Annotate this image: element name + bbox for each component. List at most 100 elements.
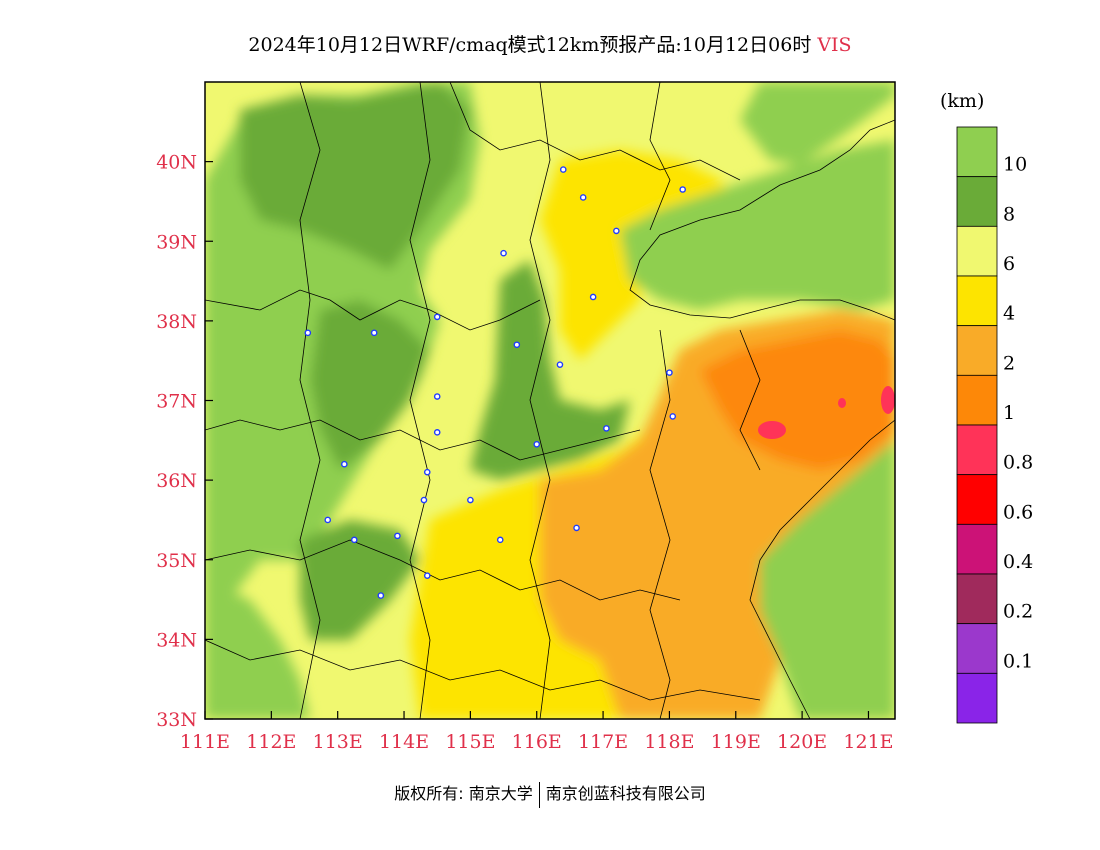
city-marker bbox=[324, 516, 332, 524]
field-green-yellowsea bbox=[760, 440, 895, 719]
colorbar-label: 4 bbox=[1003, 303, 1015, 325]
city-marker bbox=[559, 166, 567, 173]
colorbar-unit: (km) bbox=[940, 90, 985, 112]
city-marker bbox=[666, 369, 673, 376]
colorbar-label: 0.1 bbox=[1003, 650, 1033, 672]
lon-tick-label: 113E bbox=[313, 731, 363, 753]
city-marker bbox=[496, 536, 504, 544]
city-marker bbox=[377, 592, 385, 599]
lon-tick-label: 118E bbox=[644, 731, 694, 753]
lon-tick-label: 116E bbox=[512, 731, 562, 753]
city-marker bbox=[669, 413, 677, 420]
colorbar-swatch bbox=[956, 275, 998, 327]
city-marker bbox=[589, 293, 597, 301]
colorbar-swatch bbox=[956, 325, 998, 376]
footer-separator bbox=[538, 781, 540, 808]
lon-tick-label: 114E bbox=[379, 731, 429, 753]
city-marker bbox=[500, 249, 507, 257]
colorbar-swatch bbox=[956, 424, 998, 476]
field-red-pocket-1 bbox=[758, 421, 786, 439]
city-marker bbox=[573, 524, 580, 532]
city-marker bbox=[513, 341, 521, 349]
lat-tick-label: 38N bbox=[156, 311, 197, 333]
colorbar-label: 8 bbox=[1003, 203, 1015, 225]
footer-copyright: 版权所有: 南京大学 南京创蓝科技有限公司 bbox=[0, 780, 1100, 808]
colorbar-label: 1 bbox=[1003, 402, 1015, 424]
boundary-1 bbox=[205, 289, 541, 331]
colorbar-swatch bbox=[956, 374, 998, 426]
lon-tick-label: 111E bbox=[180, 731, 230, 753]
lat-tick-label: 33N bbox=[156, 709, 197, 731]
city-marker bbox=[423, 468, 431, 476]
colorbar-label: 0.4 bbox=[1003, 551, 1033, 573]
footer-left: 版权所有: 南京大学 bbox=[394, 784, 533, 803]
lon-tick-label: 115E bbox=[445, 731, 495, 753]
field-red-pocket-2 bbox=[881, 386, 895, 414]
boundary-3 bbox=[205, 539, 681, 601]
lat-tick-label: 37N bbox=[156, 391, 197, 413]
visibility-field bbox=[205, 82, 895, 719]
field-red-pocket-3 bbox=[838, 398, 846, 408]
colorbar-swatch bbox=[956, 623, 998, 674]
coastline-south bbox=[749, 419, 895, 719]
field-darkgreen-ridge-2 bbox=[310, 300, 430, 470]
lon-axis: 111E 112E 113E 114E 115E 116E 117E 118E 119E 120E… bbox=[180, 711, 894, 753]
city-marker bbox=[603, 425, 610, 432]
colorbar-swatch bbox=[956, 474, 998, 525]
city-marker bbox=[423, 572, 431, 579]
colorbar-swatch bbox=[956, 672, 998, 724]
colorbar-swatch bbox=[956, 176, 998, 227]
city-marker bbox=[467, 496, 474, 504]
city-marker bbox=[394, 532, 401, 540]
colorbar-label: 6 bbox=[1003, 253, 1015, 275]
boundary-9 bbox=[205, 639, 761, 701]
colorbar-label: 0.8 bbox=[1003, 452, 1033, 474]
city-marker bbox=[350, 536, 358, 544]
field-green-northeast bbox=[740, 82, 895, 165]
colorbar-label: 2 bbox=[1003, 352, 1015, 374]
field-green-southwest bbox=[205, 580, 310, 719]
lat-tick-label: 34N bbox=[156, 629, 197, 651]
boundary-8 bbox=[739, 329, 761, 471]
city-marker bbox=[433, 393, 441, 400]
boundary-6 bbox=[529, 82, 551, 719]
footer-right: 南京创蓝科技有限公司 bbox=[545, 784, 706, 803]
field-darkgreen-ridge-1 bbox=[240, 82, 470, 270]
field-deeporange-core bbox=[700, 330, 895, 470]
lat-tick-label: 40N bbox=[156, 152, 197, 174]
colorbar-swatch bbox=[956, 225, 998, 277]
coastline bbox=[629, 119, 895, 321]
lat-axis: 33N 34N 35N 36N 37N 38N 39N 40N bbox=[156, 152, 213, 731]
title-main: 2024年10月12日WRF/cmaq模式12km预报产品:10月12日06时 bbox=[248, 34, 812, 56]
colorbar-swatch bbox=[956, 573, 998, 625]
city-marker bbox=[420, 496, 428, 504]
lon-tick-label: 117E bbox=[578, 731, 628, 753]
boundary-10 bbox=[449, 82, 741, 181]
boundary-7 bbox=[649, 82, 671, 719]
boundary-lines bbox=[205, 82, 895, 719]
city-marker bbox=[304, 329, 312, 337]
colorbar-swatch bbox=[956, 126, 998, 178]
colorbar: 10 8 6 4 2 1 0.8 0.6 0.4 0.2 0.1 bbox=[956, 126, 1033, 724]
lon-tick-label: 112E bbox=[246, 731, 296, 753]
lon-tick-label: 119E bbox=[711, 731, 761, 753]
lon-tick-label: 121E bbox=[843, 731, 893, 753]
lat-tick-label: 35N bbox=[156, 550, 197, 572]
colorbar-label: 0.6 bbox=[1003, 501, 1033, 523]
city-marker bbox=[579, 194, 587, 201]
boundary-5 bbox=[409, 82, 431, 719]
lat-tick-label: 39N bbox=[156, 231, 197, 253]
map-title: 2024年10月12日WRF/cmaq模式12km预报产品:10月12日06时 V… bbox=[0, 30, 1100, 57]
city-marker bbox=[556, 361, 564, 368]
lon-tick-label: 120E bbox=[777, 731, 827, 753]
city-marker bbox=[613, 227, 620, 235]
colorbar-swatch bbox=[956, 523, 998, 575]
city-marker bbox=[370, 329, 378, 337]
colorbar-label: 0.2 bbox=[1003, 601, 1033, 623]
title-variable: VIS bbox=[817, 34, 852, 56]
field-green-bohai bbox=[620, 140, 895, 310]
city-marker bbox=[533, 440, 541, 448]
city-markers bbox=[304, 166, 686, 599]
city-marker bbox=[433, 313, 441, 321]
